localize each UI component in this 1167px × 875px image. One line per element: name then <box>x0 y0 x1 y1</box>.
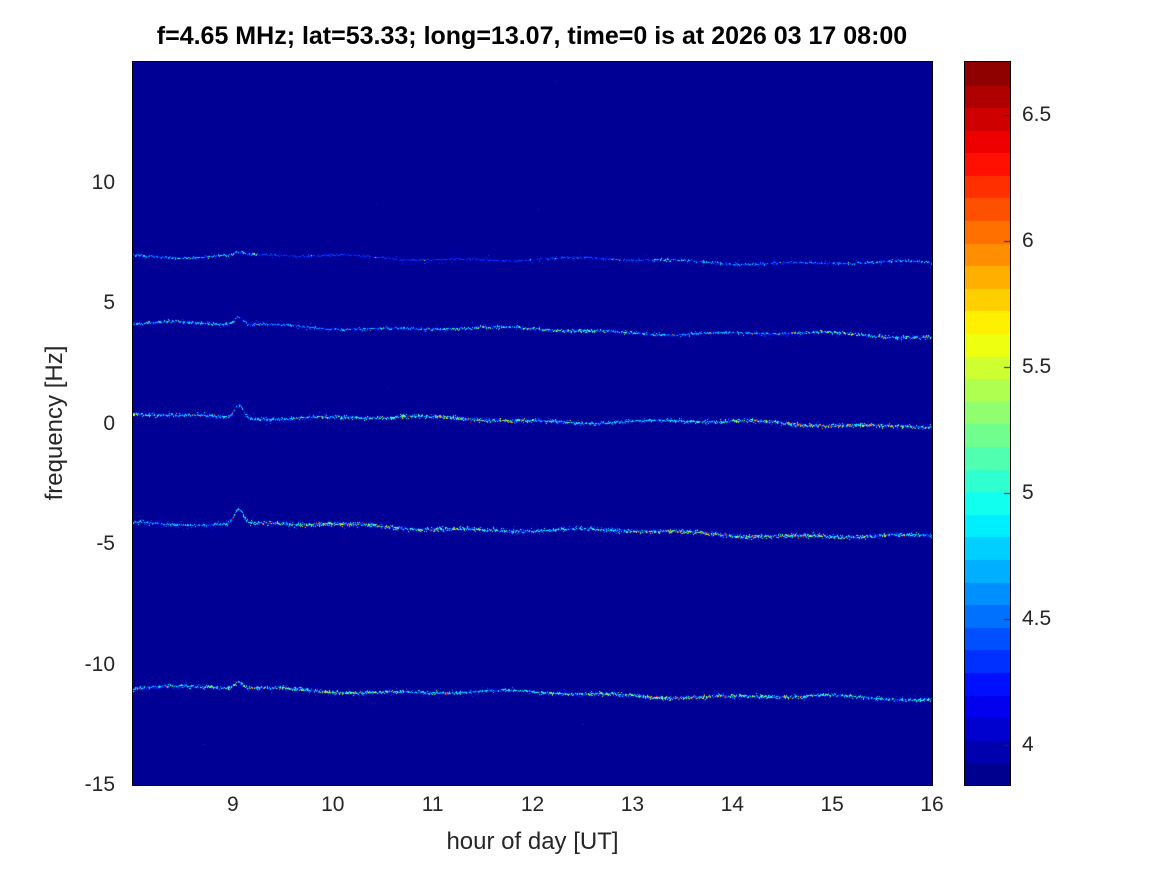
x-tick-label: 9 <box>227 793 239 816</box>
x-tick-label: 16 <box>920 793 944 816</box>
y-tick-label: 5 <box>103 291 115 314</box>
x-tick-label: 13 <box>620 793 645 816</box>
y-tick-label: -10 <box>84 652 115 676</box>
x-axis-label: hour of day [UT] <box>446 828 619 855</box>
y-tick-label: -15 <box>84 773 115 796</box>
plot-area <box>132 61 933 786</box>
colorbar-tick-label: 4 <box>1022 732 1034 756</box>
colorbar-tick-label: 5 <box>1022 480 1034 504</box>
x-tick-label: 11 <box>421 793 444 816</box>
x-tick-label: 14 <box>720 793 744 816</box>
x-axis-ticks: 9 10 11 12 13 14 15 16 <box>133 792 944 818</box>
colorbar-tick-label: 6 <box>1022 228 1034 252</box>
colorbar-tick-label: 4.5 <box>1022 606 1052 630</box>
y-tick-label: 10 <box>91 170 115 194</box>
colorbar <box>964 61 1011 786</box>
x-tick-label: 12 <box>520 793 545 816</box>
colorbar-canvas <box>964 61 1011 786</box>
x-tick-label: 15 <box>820 793 844 816</box>
y-tick-label: 0 <box>103 411 115 435</box>
colorbar-tick-label: 5.5 <box>1022 354 1052 378</box>
y-axis-ticks: 10 5 0 -5 -10 -15 <box>0 62 125 796</box>
chart-title: f=4.65 MHz; lat=53.33; long=13.07, time=… <box>156 22 908 50</box>
y-tick-label: -5 <box>96 532 115 555</box>
colorbar-tick-label: 6.5 <box>1022 102 1052 126</box>
x-tick-label: 10 <box>321 793 345 816</box>
colorbar-ticks: 6.5 6 5.5 5 4.5 4 <box>1012 62 1102 785</box>
spectrogram-canvas <box>132 61 933 786</box>
